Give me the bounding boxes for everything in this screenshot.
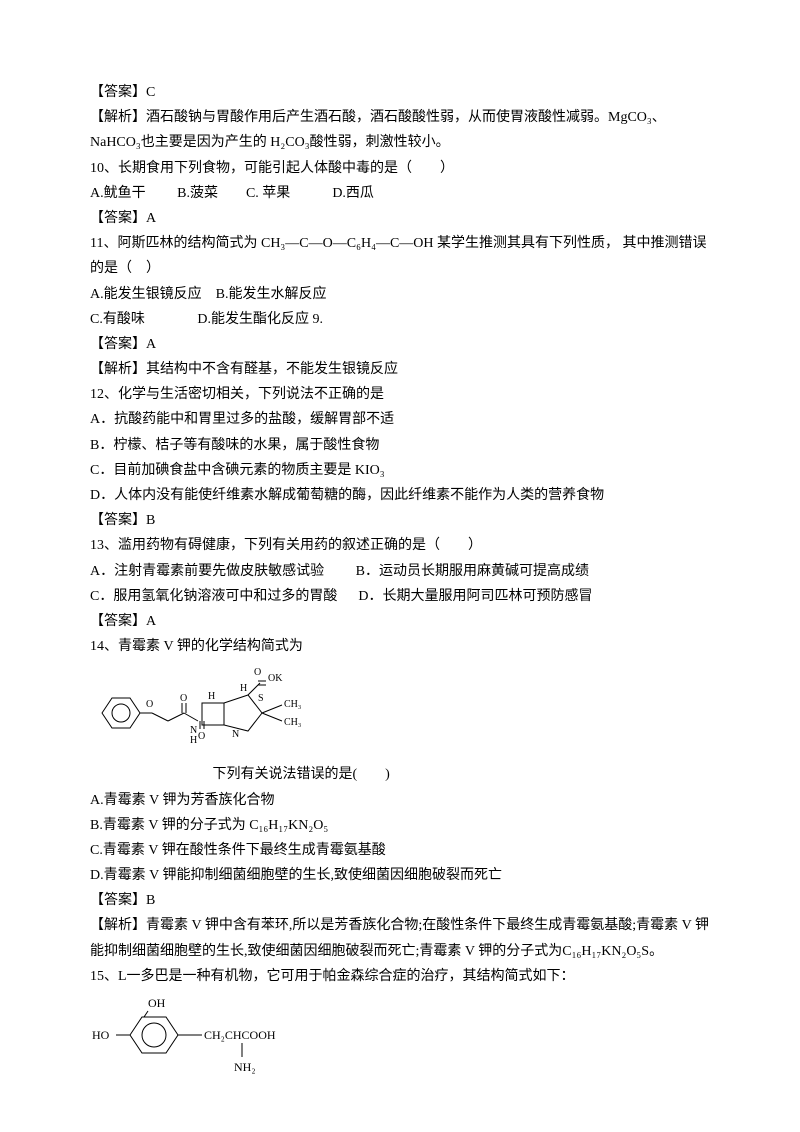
- svg-text:S: S: [258, 693, 264, 704]
- q10-optA: A.鱿鱼干: [90, 186, 146, 201]
- q11-optB: B.能发生水解反应: [216, 287, 327, 302]
- q12-stem: 12、化学与生活密切相关，下列说法不正确的是: [90, 382, 710, 407]
- svg-text:O: O: [254, 667, 261, 678]
- q10-optC: C. 苹果: [246, 186, 290, 201]
- q14-tail: 下列有关说法错误的是( ): [90, 762, 710, 787]
- q9-answer: 【答案】C: [90, 80, 710, 105]
- q13-optB: B．运动员长期服用麻黄碱可提高成绩: [356, 564, 589, 579]
- q12-optA: A．抗酸药能中和胃里过多的盐酸，缓解胃部不适: [90, 407, 710, 432]
- q11-answer: 【答案】A: [90, 332, 710, 357]
- svg-text:CH₃: CH₃: [284, 699, 301, 710]
- q11-analysis: 【解析】其结构中不含有醛基，不能发生银镜反应: [90, 357, 710, 382]
- q11-optC: C.有酸味: [90, 312, 145, 327]
- svg-text:HO: HO: [92, 1028, 110, 1042]
- q13-optA: A．注射青霉素前要先做皮肤敏感试验: [90, 564, 324, 579]
- q11-optA: A.能发生银镜反应: [90, 287, 202, 302]
- svg-text:O: O: [198, 731, 205, 742]
- svg-text:CH₂CHCOOH: CH₂CHCOOH: [204, 1028, 276, 1042]
- svg-text:N: N: [232, 729, 239, 740]
- q12-optD: D．人体内没有能使纤维素水解成葡萄糖的酶，因此纤维素不能作为人类的营养食物: [90, 483, 710, 508]
- svg-text:H: H: [208, 691, 215, 702]
- q12-optC: C．目前加碘食盐中含碘元素的物质主要是 KIO₃: [90, 458, 710, 483]
- q11-optsAB: A.能发生银镜反应 B.能发生水解反应: [90, 282, 710, 307]
- svg-text:NH₂: NH₂: [234, 1060, 256, 1074]
- q15-stem: 15、L一多巴是一种有机物，它可用于帕金森综合症的治疗，其结构简式如下：: [90, 964, 710, 989]
- svg-text:O: O: [180, 693, 187, 704]
- q10-optD: D.西瓜: [332, 186, 374, 201]
- svg-text:O: O: [146, 699, 153, 710]
- q14-stem: 14、青霉素 V 钾的化学结构简式为: [90, 634, 710, 659]
- svg-text:OH: OH: [148, 996, 166, 1010]
- q9-analysis: 【解析】酒石酸钠与胃酸作用后产生酒石酸，酒石酸酸性弱，从而使胃液酸性减弱。MgC…: [90, 105, 710, 155]
- q14-analysis: 【解析】青霉素 V 钾中含有苯环,所以是芳香族化合物;在酸性条件下最终生成青霉氨…: [90, 913, 710, 963]
- ldopa-structure: OH HO CH₂CHCOOH NH₂: [90, 993, 710, 1078]
- q11-optD: D.能发生酯化反应 9.: [197, 312, 323, 327]
- q13-optC: C．服用氢氧化钠溶液可中和过多的胃酸: [90, 589, 337, 604]
- svg-text:H: H: [240, 683, 247, 694]
- q11-stem: 11、阿斯匹林的结构简式为 CH₃—C—O—C₆H₄—C—OH 某学生推测其具有…: [90, 231, 710, 281]
- q10-answer: 【答案】A: [90, 206, 710, 231]
- q11-optsCD: C.有酸味 D.能发生酯化反应 9.: [90, 307, 710, 332]
- q10-stem: 10、长期食用下列食物，可能引起人体酸中毒的是（ ）: [90, 156, 710, 181]
- q13-optsAB: A．注射青霉素前要先做皮肤敏感试验 B．运动员长期服用麻黄碱可提高成绩: [90, 559, 710, 584]
- q14-optC: C.青霉素 V 钾在酸性条件下最终生成青霉氨基酸: [90, 838, 710, 863]
- q13-answer: 【答案】A: [90, 609, 710, 634]
- q14-answer: 【答案】B: [90, 888, 710, 913]
- q13-optD: D．长期大量服用阿司匹林可预防感冒: [358, 589, 592, 604]
- q13-optsCD: C．服用氢氧化钠溶液可中和过多的胃酸 D．长期大量服用阿司匹林可预防感冒: [90, 584, 710, 609]
- svg-text:H: H: [190, 735, 197, 746]
- q10-optB: B.菠菜: [177, 186, 218, 201]
- q12-optB: B．柠檬、桔子等有酸味的水果，属于酸性食物: [90, 433, 710, 458]
- svg-text:OK: OK: [268, 673, 283, 684]
- svg-text:CH₃: CH₃: [284, 717, 301, 728]
- q13-stem: 13、滥用药物有碍健康，下列有关用药的叙述正确的是（ ）: [90, 533, 710, 558]
- q14-optD: D.青霉素 V 钾能抑制细菌细胞壁的生长,致使细菌因细胞破裂而死亡: [90, 863, 710, 888]
- q14-tail-text: 下列有关说法错误的是( ): [213, 767, 390, 782]
- q12-answer: 【答案】B: [90, 508, 710, 533]
- q10-options: A.鱿鱼干 B.菠菜 C. 苹果 D.西瓜: [90, 181, 710, 206]
- q14-optA: A.青霉素 V 钾为芳香族化合物: [90, 788, 710, 813]
- q14-optB: B.青霉素 V 钾的分子式为 C₁₆H₁₇KN₂O₅: [90, 813, 710, 838]
- penicillin-structure: O O N H O H H N S OK O CH₃ CH₃: [90, 663, 710, 758]
